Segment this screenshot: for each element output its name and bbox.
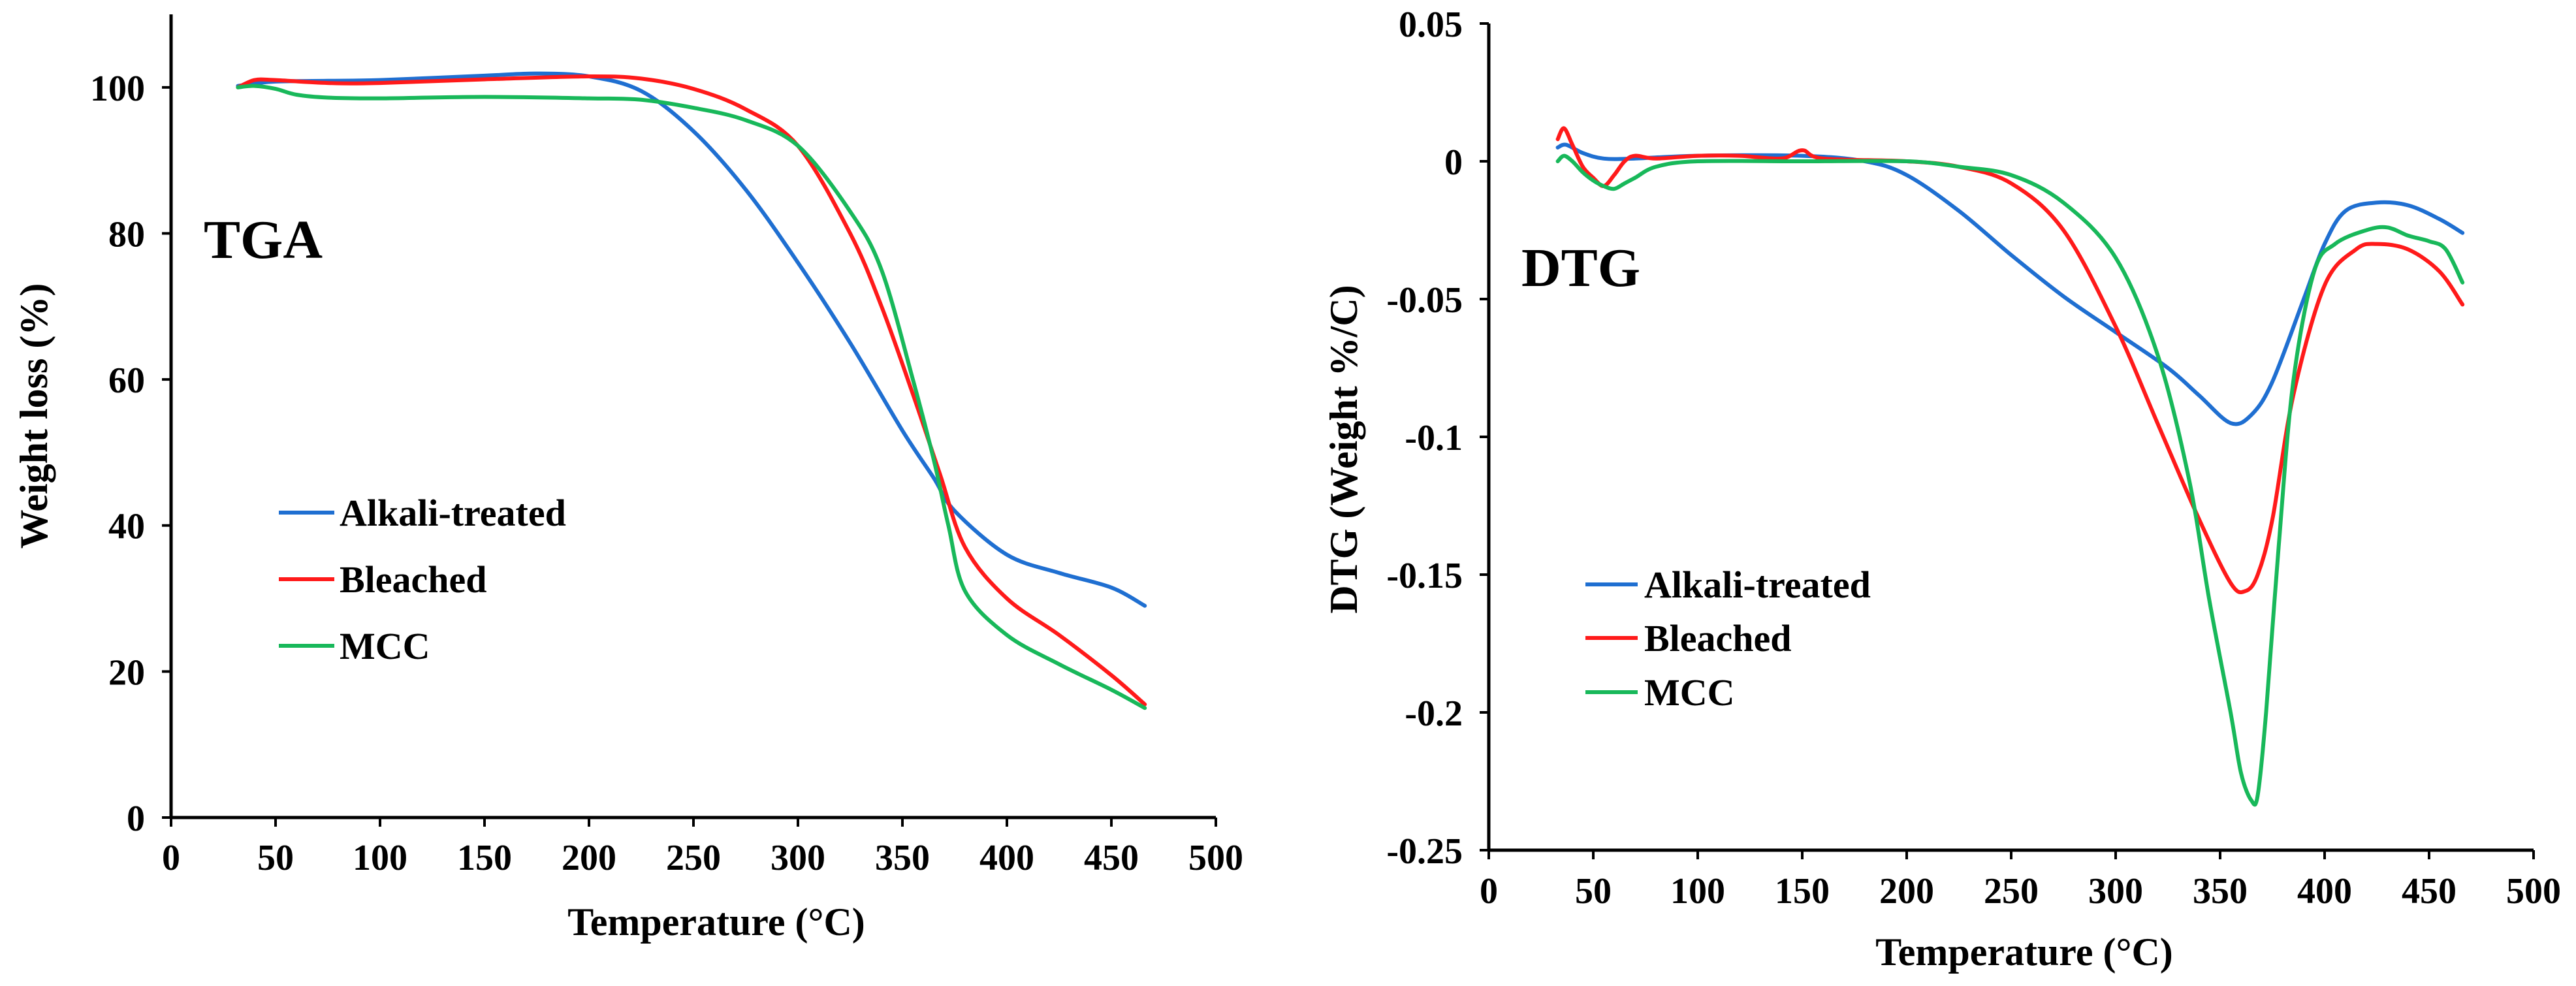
dtg-x-axis-title: Temperature (°C) (1875, 930, 2173, 974)
dtg-y-tick-label: 0 (1444, 142, 1463, 183)
dtg-x-tick-label: 450 (2402, 871, 2457, 912)
tga-x-tick-label: 450 (1084, 838, 1139, 878)
dtg-chart: 0 50 100 150 200 250 300 350 400 450 500 -0.25-0.2… (1322, 5, 2561, 974)
dtg-panel-label: DTG (1521, 238, 1640, 298)
dtg-y-tick-label: -0.05 (1386, 280, 1463, 321)
dtg-y-tick-label: -0.15 (1386, 556, 1463, 596)
tga-y-tick-label: 20 (108, 652, 145, 693)
dtg-x-tick-label: 250 (1984, 871, 2039, 912)
dtg-x-tick-label: 400 (2297, 871, 2352, 912)
dtg-y-ticks: -0.25 -0.2 -0.15 -0.1 -0.05 0 0.05 (1386, 5, 1489, 872)
tga-legend-label-bleached: Bleached (340, 558, 487, 601)
tga-x-tick-label: 100 (353, 838, 407, 878)
dtg-legend-label-bleached: Bleached (1644, 617, 1792, 660)
tga-x-tick-label: 350 (875, 838, 930, 878)
dtg-y-axis-title: DTG (Weight %/C) (1322, 285, 1365, 613)
tga-x-axis-title: Temperature (°C) (567, 900, 865, 944)
dtg-x-tick-label: 0 (1480, 871, 1498, 912)
dtg-x-tick-label: 350 (2193, 871, 2248, 912)
tga-chart: 0 50 100 150 200 250 300 350 400 450 500 0 20 40 60 80… (12, 14, 1243, 944)
tga-x-ticks: 0 50 100 150 200 250 300 350 400 450 500 (162, 818, 1243, 878)
dtg-legend-label-alkali-treated: Alkali-treated (1644, 564, 1871, 606)
dtg-legend-label-mcc: MCC (1644, 671, 1735, 714)
tga-legend-label-alkali-treated: Alkali-treated (340, 492, 566, 534)
tga-y-axis-title: Weight loss (%) (12, 283, 56, 549)
dtg-x-tick-label: 50 (1575, 871, 1612, 912)
dtg-legend: Alkali-treated Bleached MCC (1585, 564, 1871, 714)
tga-x-tick-label: 300 (771, 838, 825, 878)
tga-x-tick-label: 250 (666, 838, 721, 878)
tga-x-tick-label: 400 (979, 838, 1034, 878)
tga-x-tick-label: 200 (562, 838, 616, 878)
tga-y-tick-label: 100 (90, 69, 145, 109)
tga-series-mcc-line (236, 84, 1147, 710)
tga-x-tick-label: 0 (162, 838, 180, 878)
dtg-y-tick-label: 0.05 (1399, 5, 1463, 45)
tga-series-alkali-treated-line (236, 71, 1147, 608)
tga-y-ticks: 0 20 40 60 80 100 (90, 69, 171, 839)
tga-legend: Alkali-treated Bleached MCC (279, 492, 566, 667)
dtg-x-tick-label: 150 (1775, 871, 1830, 912)
dtg-y-tick-label: -0.2 (1405, 693, 1463, 734)
tga-x-tick-label: 50 (257, 838, 294, 878)
dtg-x-tick-label: 200 (1879, 871, 1934, 912)
dtg-series-bleached-line (1555, 126, 2465, 595)
dtg-x-ticks: 0 50 100 150 200 250 300 350 400 450 500 (1480, 850, 2561, 912)
tga-y-tick-label: 40 (108, 507, 145, 547)
tga-x-tick-label: 150 (457, 838, 512, 878)
tga-panel-label: TGA (204, 210, 323, 270)
tga-x-tick-label: 500 (1188, 838, 1243, 878)
tga-series (236, 71, 1147, 710)
tga-y-tick-label: 60 (108, 360, 145, 401)
dtg-series-mcc-line (1555, 153, 2465, 807)
tga-y-tick-label: 0 (127, 799, 145, 839)
dtg-y-tick-label: -0.25 (1386, 831, 1463, 872)
dtg-series (1555, 126, 2465, 807)
tga-y-tick-label: 80 (108, 214, 145, 255)
dtg-x-tick-label: 300 (2088, 871, 2143, 912)
tga-legend-label-mcc: MCC (340, 625, 430, 667)
dtg-x-tick-label: 500 (2506, 871, 2561, 912)
dtg-x-tick-label: 100 (1670, 871, 1725, 912)
dtg-y-tick-label: -0.1 (1405, 418, 1463, 458)
